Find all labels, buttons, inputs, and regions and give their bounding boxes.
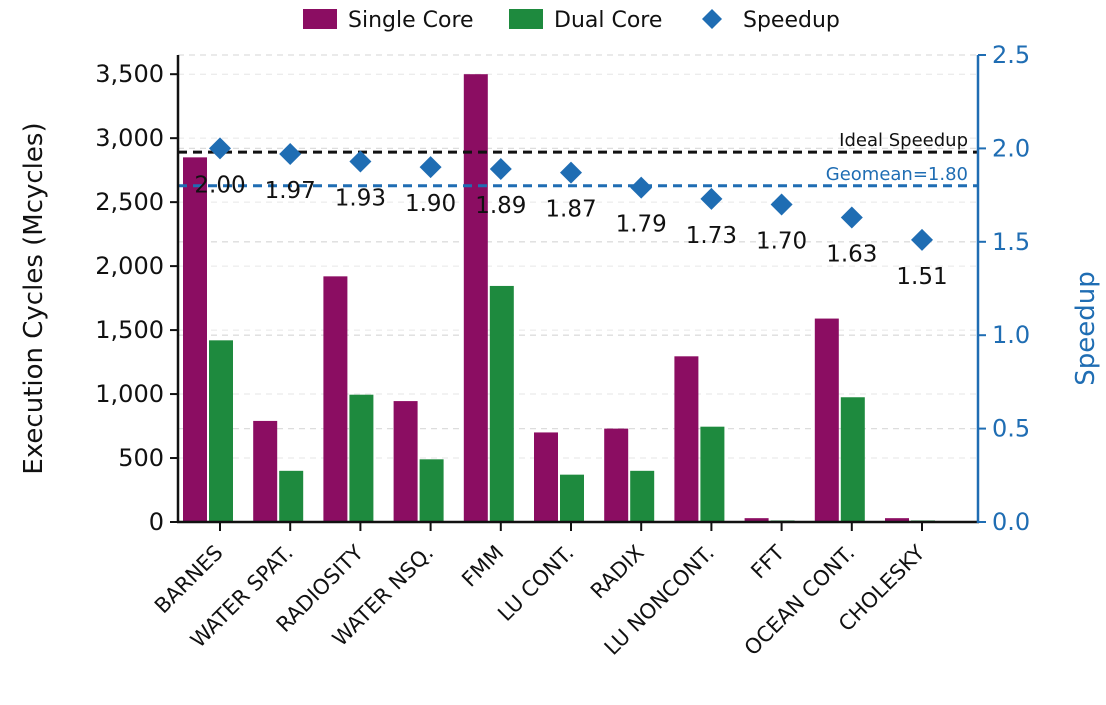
legend-label-speedup: Speedup — [743, 8, 840, 33]
speedup-value-label: 1.73 — [686, 223, 737, 249]
speedup-marker — [770, 193, 793, 216]
speedup-marker — [700, 187, 723, 210]
speedup-marker — [560, 161, 582, 184]
speedup-value-label: 1.93 — [335, 185, 386, 211]
bar-single-core — [323, 276, 348, 522]
x-axis-tick-label: LU CONT. — [493, 541, 578, 626]
left-axis-tick-label: 1,500 — [95, 316, 164, 344]
left-axis-tick-label: 500 — [118, 444, 164, 472]
left-axis-tick-label: 2,500 — [95, 188, 164, 216]
left-axis-tick-label: 0 — [149, 508, 164, 536]
speedup-marker — [419, 156, 442, 179]
legend-marker-speedup — [702, 9, 722, 29]
bar-single-core — [674, 356, 699, 522]
right-axis-tick-label: 2.0 — [992, 134, 1030, 162]
bar-dual-core — [209, 340, 233, 522]
right-axis-tick-label: 0.0 — [992, 508, 1030, 536]
right-axis-tick-label: 1.0 — [992, 321, 1030, 349]
speedup-marker — [349, 150, 372, 173]
bar-single-core — [885, 518, 909, 522]
bar-single-core — [183, 157, 207, 522]
bar-single-core — [604, 428, 629, 522]
x-axis-tick-label: FMM — [457, 541, 508, 592]
bar-dual-core — [489, 285, 514, 522]
right-axis-tick-label: 0.5 — [992, 415, 1030, 443]
speedup-marker — [840, 206, 863, 229]
left-axis-tick-label: 1,000 — [95, 380, 164, 408]
speedup-markers-layer: 2.00 1.97 1.93 1.90 1.89 1.87 1.79 1.73 1.70 1.63… — [194, 137, 948, 290]
bar-single-core — [744, 518, 769, 522]
speedup-marker — [209, 137, 231, 160]
legend-label-single-core: Single Core — [348, 8, 474, 33]
bar-dual-core — [560, 474, 584, 522]
legend-swatch-dual-core — [509, 9, 543, 29]
bar-single-core — [814, 318, 839, 522]
speedup-value-label: 2.00 — [194, 172, 245, 198]
ideal-speedup-label: Ideal Speedup — [839, 130, 968, 151]
bar-single-core — [463, 74, 488, 523]
x-axis-tick-label: RADIX — [586, 541, 649, 604]
y-axis-title: Execution Cycles (Mcycles) — [19, 122, 49, 474]
reference-lines-layer: Ideal Speedup Geomean=1.80 — [178, 130, 978, 188]
bar-single-core — [253, 420, 278, 522]
geomean-label: Geomean=1.80 — [826, 164, 968, 185]
bar-single-core — [534, 432, 558, 522]
left-axis-tick-label: 2,000 — [95, 252, 164, 280]
speedup-value-label: 1.87 — [545, 197, 596, 223]
left-axis-tick-label: 3,500 — [95, 60, 164, 88]
legend-label-dual-core: Dual Core — [554, 8, 662, 33]
legend: Single Core Dual Core Speedup — [303, 8, 840, 33]
speedup-marker — [630, 176, 653, 199]
speedup-value-label: 1.51 — [896, 264, 947, 290]
bar-single-core — [393, 401, 418, 522]
speedup-value-label: 1.90 — [405, 191, 456, 217]
bar-dual-core — [840, 397, 865, 522]
x-axis-tick-label: FFT — [746, 540, 789, 583]
y2-axis-title: Speedup — [1071, 271, 1101, 386]
bars-layer — [183, 74, 935, 523]
bar-dual-core — [279, 470, 304, 522]
speedup-value-label: 1.89 — [475, 193, 526, 219]
bar-dual-core — [630, 470, 655, 522]
bar-dual-core — [419, 459, 444, 522]
left-axis-tick-label: 3,000 — [95, 124, 164, 152]
speedup-marker — [489, 157, 512, 180]
speedup-value-label: 1.97 — [265, 178, 316, 204]
legend-swatch-single-core — [303, 9, 337, 29]
speedup-value-label: 1.70 — [756, 228, 807, 254]
speedup-value-label: 1.79 — [616, 212, 667, 238]
grid-layer — [178, 54, 978, 459]
right-axis-tick-label: 1.5 — [992, 228, 1030, 256]
speedup-value-label: 1.63 — [826, 242, 877, 268]
speedup-marker — [911, 228, 933, 251]
right-axis-tick-label: 2.5 — [992, 41, 1030, 69]
bar-dual-core — [700, 426, 725, 522]
bar-dual-core — [349, 394, 374, 522]
speedup-marker — [279, 143, 302, 166]
